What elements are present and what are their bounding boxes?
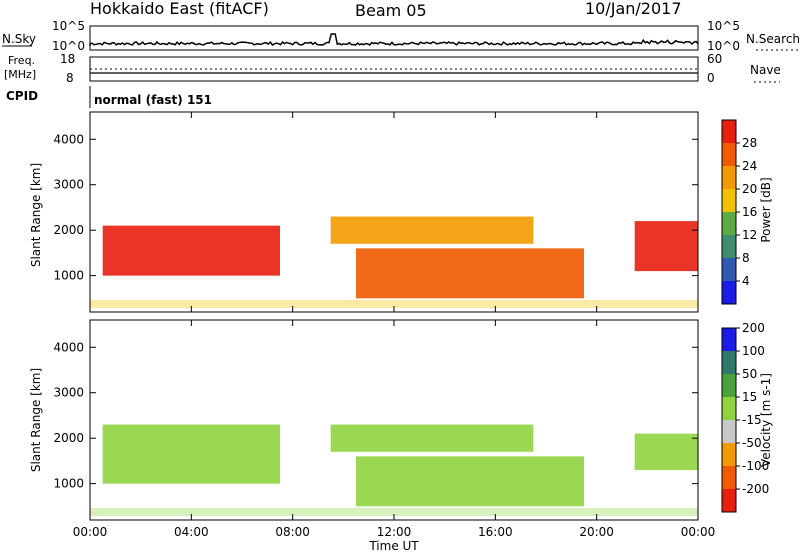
power-region xyxy=(634,221,698,272)
power-y-tick-label: 3000 xyxy=(53,178,84,192)
nsky-trace xyxy=(89,33,699,46)
power-colorbar-tick-label: 8 xyxy=(742,251,750,265)
velocity-y-axis: 1000 2000 3000 4000 xyxy=(53,340,698,491)
nsearch-tick-bottom: 10^0 xyxy=(707,39,740,53)
freq-label: Freq. xyxy=(8,54,35,67)
nsearch-tick-top: 10^5 xyxy=(707,19,740,33)
beam-label: Beam 05 xyxy=(355,1,427,20)
velocity-colorbar-swatch xyxy=(722,374,736,397)
nsearch-label: N.Search xyxy=(746,32,800,46)
x-axis: 00:00 04:00 08:00 12:00 16:00 20:00 00:00 xyxy=(73,112,716,539)
x-tick-label: 04:00 xyxy=(174,525,209,539)
nsky-panel-frame xyxy=(89,25,699,51)
nsky-label: N.Sky xyxy=(2,32,36,46)
freq-tick-top: 18 xyxy=(60,52,75,66)
power-colorbar: 4 8 12 16 20 24 28 xyxy=(721,119,757,305)
power-colorbar-tick-label: 20 xyxy=(742,182,757,196)
velocity-colorbar-tick-label: 50 xyxy=(742,367,757,381)
power-colorbar-tick-label: 12 xyxy=(742,228,757,242)
nsky-tick-bottom: 10^0 xyxy=(52,39,85,53)
power-region xyxy=(356,248,584,299)
power-colorbar-swatch xyxy=(722,189,736,212)
velocity-colorbar-swatch xyxy=(722,466,736,489)
velocity-region xyxy=(356,456,584,507)
velocity-colorbar-tick-label: -100 xyxy=(742,459,769,473)
nave-label: Nave xyxy=(750,63,781,77)
x-tick-label: 20:00 xyxy=(579,525,614,539)
radar-title: Hokkaido East (fitACF) xyxy=(90,0,269,18)
power-colorbar-swatch xyxy=(722,258,736,281)
velocity-colorbar-swatch xyxy=(722,420,736,443)
velocity-colorbar-swatch xyxy=(722,489,736,512)
power-colorbar-tick-label: 16 xyxy=(742,205,757,219)
velocity-colorbar-tick-label: -200 xyxy=(742,482,769,496)
nave-tick-top: 60 xyxy=(707,52,722,66)
velocity-colorbar-swatch xyxy=(722,443,736,466)
velocity-region xyxy=(634,433,698,470)
power-panel xyxy=(90,216,698,308)
power-y-axis: 1000 2000 3000 4000 xyxy=(53,132,698,283)
power-colorbar-swatch xyxy=(722,281,736,304)
cpid-label: CPID xyxy=(6,89,38,103)
velocity-y-tick-label: 2000 xyxy=(53,431,84,445)
x-tick-label: 00:00 xyxy=(73,525,108,539)
velocity-colorbar-tick-label: -50 xyxy=(742,436,762,450)
date-label: 10/Jan/2017 xyxy=(585,0,682,18)
velocity-panel xyxy=(90,424,698,516)
cpid-value: normal (fast) 151 xyxy=(94,93,212,107)
velocity-y-tick-label: 4000 xyxy=(53,340,84,354)
x-tick-label: 00:00 xyxy=(681,525,716,539)
power-colorbar-swatch xyxy=(722,212,736,235)
velocity-colorbar: -200 -100 -50 -15 15 50 100 200 xyxy=(721,321,769,513)
power-colorbar-label: Power [dB] xyxy=(759,177,773,242)
power-colorbar-swatch xyxy=(722,235,736,258)
power-colorbar-swatch xyxy=(722,120,736,143)
velocity-region xyxy=(102,424,281,484)
nave-tick-bottom: 0 xyxy=(707,71,715,85)
power-colorbar-swatch xyxy=(722,143,736,166)
nsky-tick-top: 10^5 xyxy=(52,19,85,33)
power-colorbar-tick-label: 4 xyxy=(742,274,750,288)
x-axis-label: Time UT xyxy=(368,539,419,553)
velocity-y-tick-label: 3000 xyxy=(53,386,84,400)
x-tick-label: 16:00 xyxy=(478,525,513,539)
velocity-colorbar-swatch xyxy=(722,351,736,374)
velocity-colorbar-tick-label: 15 xyxy=(742,390,757,404)
velocity-colorbar-label: Velocity [m s-1] xyxy=(759,373,773,467)
power-colorbar-swatch xyxy=(722,166,736,189)
velocity-colorbar-tick-label: 100 xyxy=(742,344,765,358)
power-y-tick-label: 2000 xyxy=(53,223,84,237)
x-tick-label: 08:00 xyxy=(275,525,310,539)
velocity-ground-scatter xyxy=(90,508,698,516)
velocity-colorbar-swatch xyxy=(722,328,736,351)
velocity-colorbar-tick-label: 200 xyxy=(742,321,765,335)
power-colorbar-tick-label: 24 xyxy=(742,159,757,173)
power-y-tick-label: 1000 xyxy=(53,269,84,283)
power-colorbar-tick-label: 28 xyxy=(742,136,757,150)
velocity-y-tick-label: 1000 xyxy=(53,477,84,491)
velocity-colorbar-swatch xyxy=(722,397,736,420)
power-ground-scatter xyxy=(90,300,698,308)
velocity-y-axis-label: Slant Range [km] xyxy=(29,368,43,472)
velocity-region xyxy=(330,424,534,452)
power-y-tick-label: 4000 xyxy=(53,132,84,146)
x-tick-label: 12:00 xyxy=(377,525,412,539)
freq-unit-label: [MHz] xyxy=(4,68,36,81)
power-region xyxy=(330,216,534,244)
freq-tick-bottom: 8 xyxy=(66,71,74,85)
power-y-axis-label: Slant Range [km] xyxy=(29,163,43,267)
velocity-colorbar-tick-label: -15 xyxy=(742,413,762,427)
power-region xyxy=(102,225,281,276)
